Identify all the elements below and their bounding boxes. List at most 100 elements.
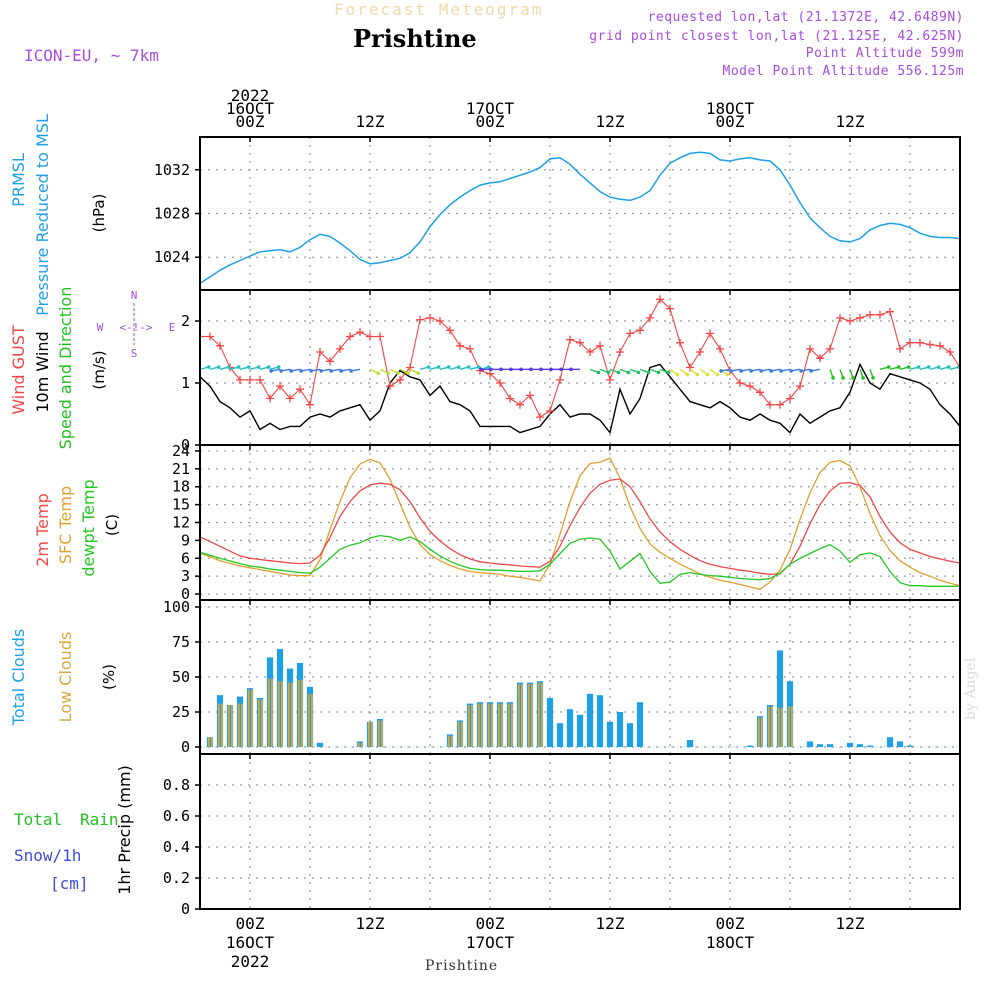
wind-arrowhead	[349, 369, 353, 373]
gust-marker	[266, 394, 274, 403]
gust-marker	[306, 400, 314, 409]
wind-arrowhead	[519, 367, 523, 372]
wind-arrowhead	[831, 376, 835, 380]
wind-arrowhead	[936, 365, 941, 369]
total-cloud-bar	[266, 657, 274, 747]
panel-4: 0 25 50 75 100	[163, 598, 961, 756]
plot-area	[200, 649, 960, 748]
wind-arrowhead	[299, 369, 303, 373]
gust-marker	[536, 413, 544, 422]
low-cloud-bar	[497, 703, 500, 747]
meteogram-kind: Forecast Meteogram	[334, 0, 544, 19]
x-tick-label-top: 12Z	[356, 112, 385, 131]
y-tick-label: 0	[181, 436, 190, 454]
total-cloud-bar	[576, 714, 584, 747]
y-tick-label: 18	[172, 478, 190, 496]
wind-arrowhead	[289, 369, 293, 373]
pressure-unit-label: (hPa)	[90, 194, 108, 233]
gust-marker	[636, 326, 644, 335]
wind-arrowhead	[606, 370, 611, 375]
low-cloud-bar	[481, 703, 483, 747]
x-tick-label-top: 00Z	[716, 112, 745, 131]
total-cloud-bar	[566, 709, 574, 747]
gust-marker	[236, 375, 244, 384]
wind-arrowhead	[789, 369, 793, 373]
low-cloud-bar	[361, 742, 363, 747]
wind-arrowhead	[276, 365, 281, 369]
sfc-temp-label: SFC Temp	[56, 486, 75, 564]
x-tick-label-top: 12Z	[836, 112, 865, 131]
total-cloud-bar	[316, 742, 324, 747]
total-cloud-bar	[236, 696, 244, 747]
low-cloud-bar	[301, 679, 303, 747]
y-tick-label: 0.2	[163, 869, 190, 887]
wind-arrowhead	[456, 365, 461, 369]
wind-arrowhead	[946, 365, 951, 369]
gust-marker	[246, 375, 254, 384]
wind-arrowhead	[799, 369, 803, 373]
gust-marker	[316, 348, 324, 356]
gust-marker	[576, 338, 584, 347]
y-tick-label: 9	[181, 531, 190, 549]
wind-arrowhead	[266, 365, 271, 369]
compass-w-label: W	[97, 321, 104, 334]
wind-arrowhead	[216, 365, 221, 369]
wind-arrowhead	[569, 367, 573, 372]
wind-arrowhead	[416, 371, 420, 375]
gust-marker	[836, 313, 844, 322]
x-tick-label-bottom: 00Z	[476, 914, 505, 933]
compass-arrow: <-!->	[119, 321, 152, 334]
total-cloud-bar	[466, 703, 474, 747]
total-cloud-bar	[286, 668, 294, 747]
wind-arrowhead	[739, 369, 743, 373]
gust-marker	[946, 348, 954, 356]
gust-marker	[296, 385, 304, 394]
low-cloud-bar	[227, 705, 230, 747]
total-cloud-bar	[616, 712, 624, 747]
total-cloud-bar	[606, 721, 614, 747]
wind-arrowhead	[729, 369, 733, 373]
gust-marker	[276, 382, 284, 391]
gust-marker	[606, 375, 614, 384]
low-cloud-bar	[237, 703, 240, 747]
gust-marker	[666, 304, 674, 313]
wind-arrowhead	[636, 370, 641, 375]
temp-2m-line	[200, 478, 960, 576]
wind-arrowhead	[499, 367, 503, 372]
low-cloud-bar	[271, 678, 273, 747]
gust-marker	[596, 341, 604, 350]
total-cloud-bar	[486, 702, 494, 747]
total-cloud-bar	[856, 744, 864, 747]
gust-marker	[516, 400, 524, 409]
gust-marker	[866, 310, 874, 319]
wind-arrowhead	[339, 369, 343, 373]
x-tick-label-bottom: 16OCT	[226, 933, 275, 952]
low-cloud-bar	[487, 703, 490, 747]
low-cloud-bar	[241, 703, 243, 747]
gust-marker	[936, 341, 944, 350]
wind-arrowhead	[386, 371, 390, 375]
gust-marker	[566, 335, 574, 344]
wind-label: 10m Wind	[33, 331, 52, 412]
total-cloud-bar	[546, 698, 554, 747]
low-cloud-label: Low Clouds	[56, 632, 75, 723]
gust-label: Wind GUST	[9, 325, 28, 415]
wind-arrowhead	[269, 369, 273, 373]
panel-2: 0 1 2	[181, 289, 961, 454]
model-name: ICON-EU, ~ 7km	[24, 46, 159, 65]
y-tick-label: 0	[181, 738, 190, 756]
low-cloud-bar	[251, 689, 253, 747]
wind-arrowhead	[759, 369, 763, 373]
y-tick-label: 25	[172, 703, 190, 721]
x-tick-label-bottom: 17OCT	[466, 933, 515, 952]
gust-marker	[526, 391, 534, 400]
y-tick-label: 0	[181, 900, 190, 918]
total-cloud-bar	[526, 682, 534, 747]
total-cloud-bar	[456, 720, 464, 747]
wind-arrowhead	[539, 367, 543, 372]
pressure-line	[200, 151, 960, 285]
wind-arrowhead	[906, 365, 911, 369]
wind-arrowhead	[236, 365, 241, 369]
gust-marker	[200, 332, 204, 341]
